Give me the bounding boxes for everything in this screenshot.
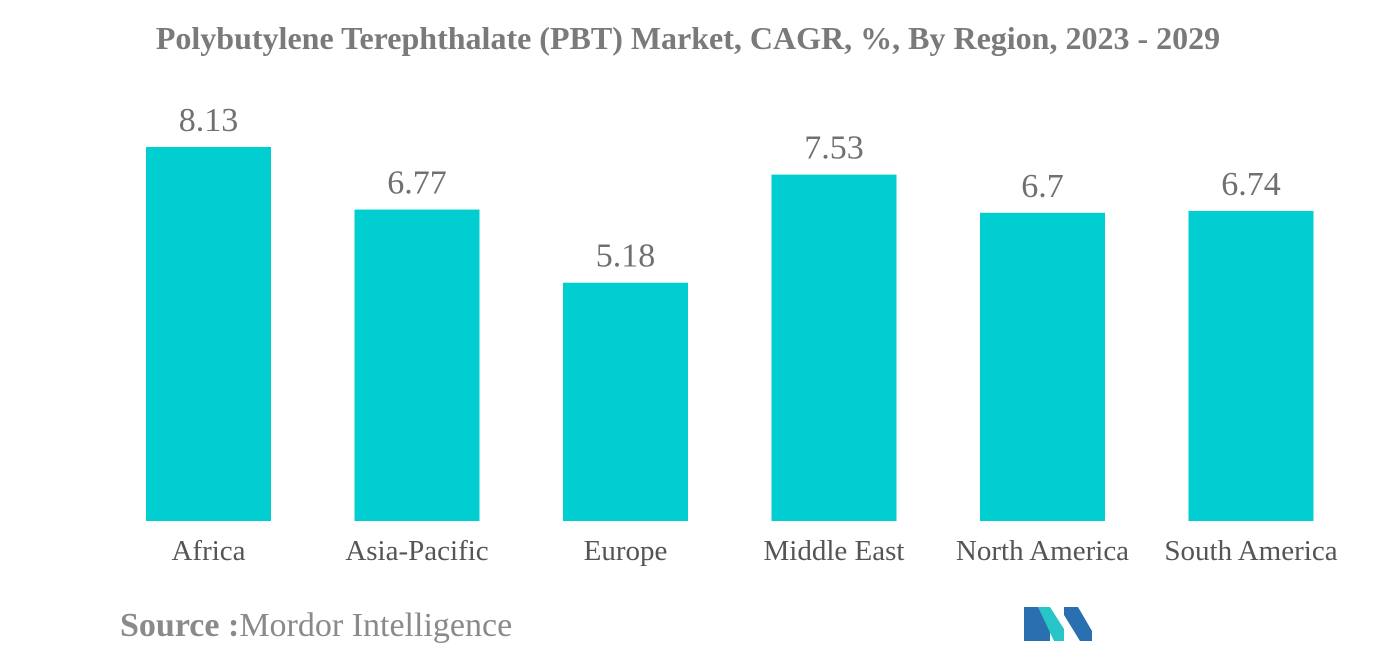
data-label: 7.53 (804, 130, 864, 167)
bar-asia-pacific (354, 209, 480, 521)
bar-south-america (1188, 210, 1314, 521)
x-tick-label: Middle East (764, 535, 905, 567)
source-note: Source :Mordor Intelligence (120, 607, 512, 645)
x-tick-label: North America (956, 535, 1129, 567)
x-tick-label: South America (1164, 535, 1337, 567)
source-label: Source : (120, 607, 240, 644)
chart-title: Polybutylene Terephthalate (PBT) Market,… (155, 20, 1221, 56)
x-tick-label: Africa (171, 535, 245, 567)
logo-part-middle (1038, 607, 1064, 641)
data-label: 5.18 (596, 238, 656, 275)
bars-layer: 8.13 Africa 6.77 Asia-Pacific 5.18 Europe 7.53… (146, 102, 1338, 567)
x-tick-label: Europe (584, 535, 668, 567)
mordor-intelligence-logo-icon (1024, 607, 1092, 641)
bar-north-america (980, 212, 1105, 522)
data-label: 6.74 (1221, 166, 1281, 203)
data-label: 6.7 (1021, 168, 1064, 205)
bar-middle-east (771, 174, 897, 521)
bar-europe (563, 282, 688, 521)
bar-africa (146, 147, 271, 521)
data-label: 8.13 (179, 102, 239, 139)
x-tick-label: Asia-Pacific (345, 535, 488, 567)
data-label: 6.77 (387, 165, 447, 202)
logo-part-right (1064, 607, 1092, 641)
source-text: Mordor Intelligence (239, 607, 513, 644)
